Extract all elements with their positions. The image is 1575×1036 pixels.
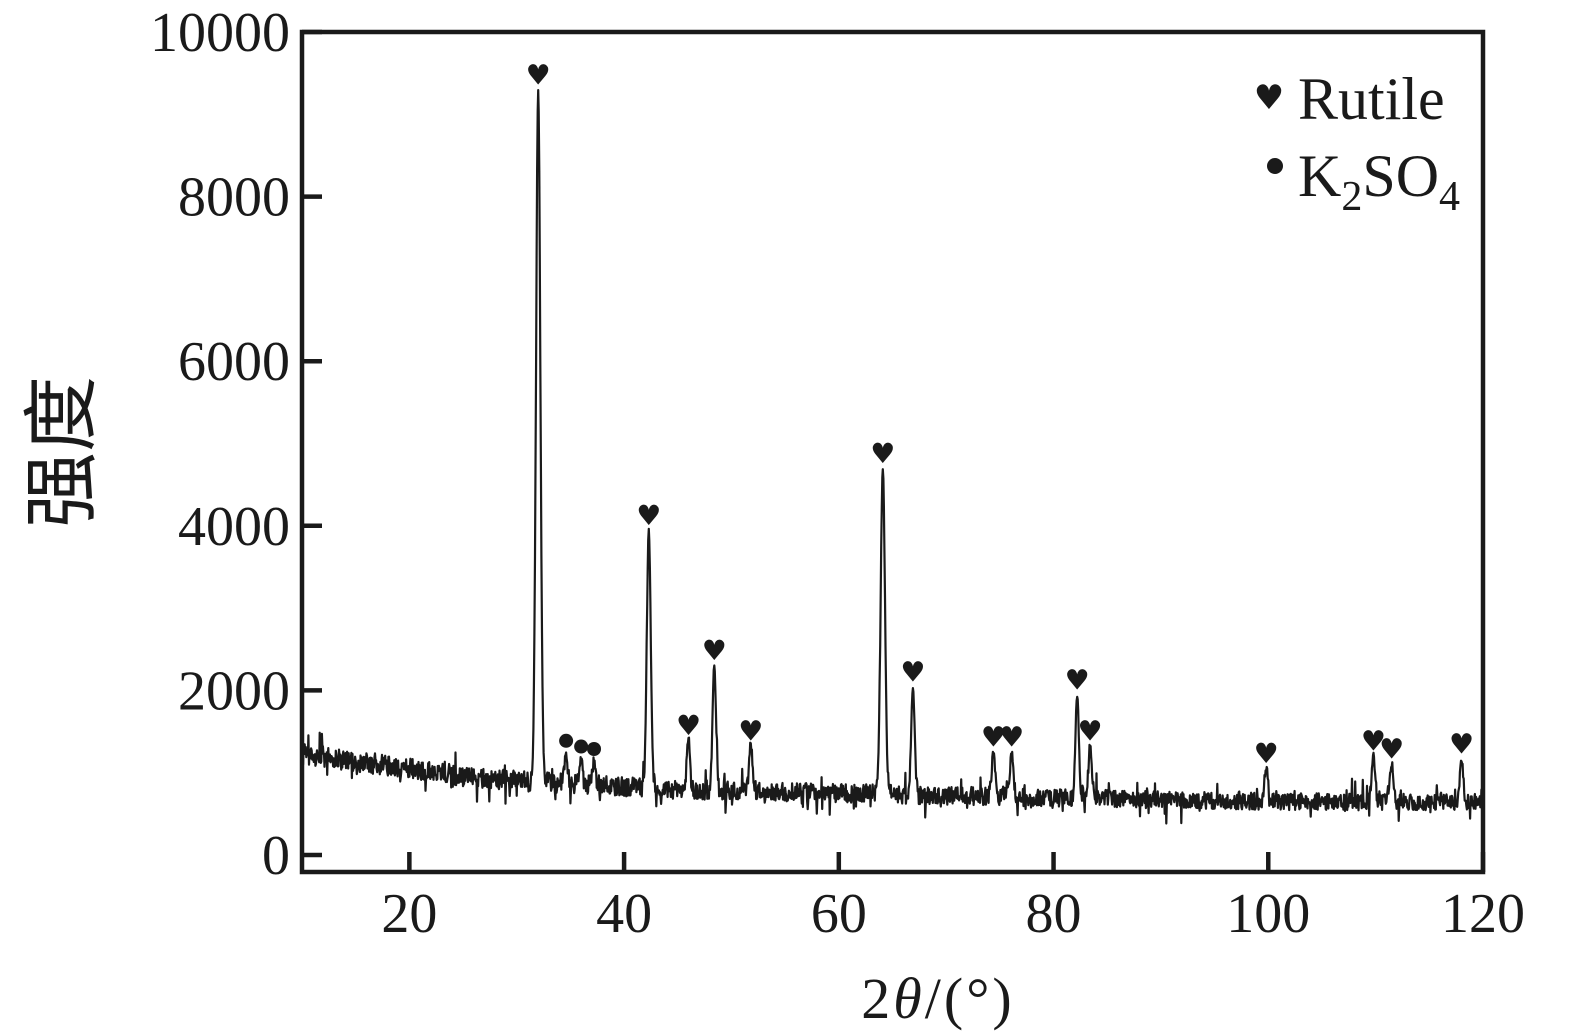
x-axis-title-suffix: /(°) [925, 966, 1015, 1031]
rutile-heart-icon: ♥ [676, 709, 701, 742]
k2so4-sub2: 4 [1439, 174, 1460, 220]
x-tick-label: 80 [1026, 883, 1082, 945]
y-axis-ticks: 0 2000 4000 6000 8000 10000 [150, 2, 322, 887]
y-tick-label: 6000 [178, 331, 290, 393]
x-tick-label: 20 [381, 883, 437, 945]
k2so4-sub1: 2 [1341, 174, 1362, 220]
rutile-heart-icon: ♥ [1379, 733, 1404, 766]
k2so4-base1: K [1298, 143, 1341, 209]
x-axis-title-prefix: 2 [861, 966, 893, 1031]
legend-label-k2so4: K2SO4 [1298, 143, 1460, 220]
k2so4-dot-icon [559, 733, 574, 748]
y-axis-title: 强度 [21, 376, 105, 528]
rutile-heart-icon: ♥ [1065, 664, 1090, 697]
x-axis-ticks: 20 40 60 80 100 120 [381, 852, 1525, 945]
rutile-heart-icon: ♥ [870, 437, 895, 470]
legend: ♥ Rutile K2SO4 [1254, 66, 1460, 220]
rutile-heart-icon: ♥ [999, 720, 1024, 753]
rutile-heart-icon: ♥ [981, 720, 1006, 753]
x-tick-label: 100 [1226, 883, 1310, 945]
x-tick-label: 60 [811, 883, 867, 945]
k2so4-dot-icon [574, 739, 589, 754]
y-tick-label: 8000 [178, 167, 290, 229]
heart-icon: ♥ [1254, 78, 1284, 118]
x-tick-label: 120 [1441, 883, 1525, 945]
rutile-heart-icon: ♥ [1361, 724, 1386, 757]
rutile-heart-icon: ♥ [636, 499, 661, 532]
rutile-heart-icon: ♥ [900, 655, 925, 688]
y-tick-label: 2000 [178, 660, 290, 722]
legend-label-rutile: Rutile [1298, 66, 1445, 132]
k2so4-dot-icon [587, 742, 602, 757]
k2so4-base2: SO [1362, 143, 1439, 209]
y-tick-label: 4000 [178, 496, 290, 558]
rutile-heart-icon: ♥ [1254, 737, 1279, 770]
rutile-heart-icon: ♥ [1449, 728, 1474, 761]
rutile-heart-icon: ♥ [702, 634, 727, 667]
xrd-trace-path [300, 89, 1485, 825]
rutile-heart-icon: ♥ [526, 59, 551, 92]
peak-markers: ♥♥♥♥♥♥♥♥♥♥♥♥ ♥♥ ♥ [526, 59, 1474, 770]
x-tick-label: 40 [596, 883, 652, 945]
xrd-trace [300, 89, 1485, 825]
y-tick-label: 0 [262, 825, 290, 887]
x-axis-title: 2θ/(°) [861, 966, 1014, 1031]
rutile-heart-icon: ♥ [738, 715, 763, 748]
x-axis-title-theta: θ [893, 966, 925, 1031]
dot-icon [1267, 158, 1283, 174]
rutile-heart-icon: ♥ [1077, 715, 1102, 748]
y-tick-label: 10000 [150, 2, 290, 64]
plot-border [299, 29, 1486, 875]
